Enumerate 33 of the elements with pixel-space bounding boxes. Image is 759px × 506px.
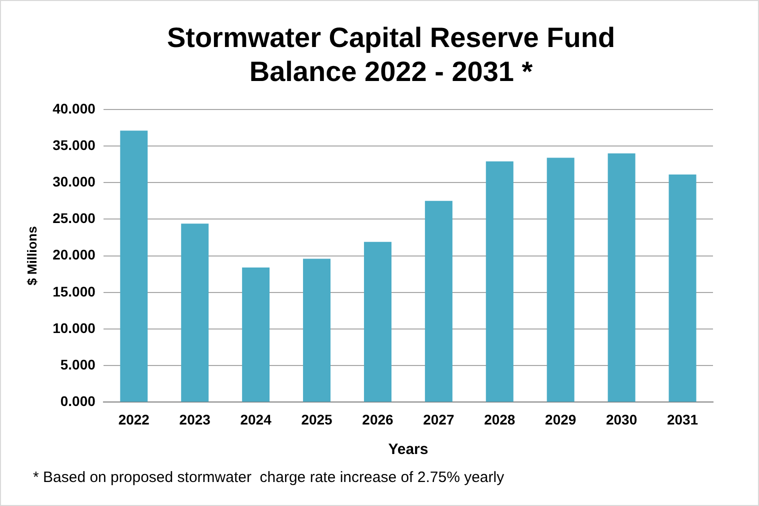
y-tick-label: 25.000	[52, 210, 96, 226]
bar	[486, 161, 514, 402]
bar	[546, 158, 574, 402]
y-tick-label: 20.000	[52, 246, 96, 263]
bar	[608, 153, 636, 402]
bar	[181, 224, 209, 402]
y-tick-label: 35.000	[52, 136, 96, 153]
x-tick-label: 2027	[423, 411, 454, 428]
bar	[242, 268, 270, 402]
bar	[303, 258, 331, 402]
x-tick-label: 2023	[179, 411, 211, 428]
x-tick-label: 2022	[118, 411, 150, 428]
x-tick-label: 2029	[545, 411, 576, 428]
y-tick-label: 40.000	[52, 100, 96, 116]
chart-title: Stormwater Capital Reserve Fund Balance 2022 - 2031 *	[166, 21, 616, 89]
bar	[120, 130, 148, 402]
x-tick-label: 2024	[240, 411, 272, 428]
bar	[668, 174, 696, 402]
y-axis-title: $ Millions	[24, 226, 40, 286]
bar	[424, 200, 452, 402]
y-tick-label: 15.000	[52, 283, 96, 300]
x-tick-label: 2026	[362, 411, 394, 428]
x-tick-label: 2028	[484, 411, 516, 428]
y-tick-label: 10.000	[52, 320, 96, 336]
text: * Based on proposed stormwater charge rate increase of 2.75% yearly	[33, 469, 504, 486]
x-tick-label: 2031	[666, 411, 698, 428]
bar	[364, 242, 392, 402]
y-tick-label: 5.000	[60, 356, 96, 372]
x-tick-label: 2030	[606, 411, 638, 428]
y-tick-label: 0.000	[60, 393, 96, 410]
y-tick-label: 30.000	[52, 173, 96, 190]
x-tick-label: 2025	[301, 411, 333, 428]
x-axis-title: Years	[388, 441, 428, 458]
